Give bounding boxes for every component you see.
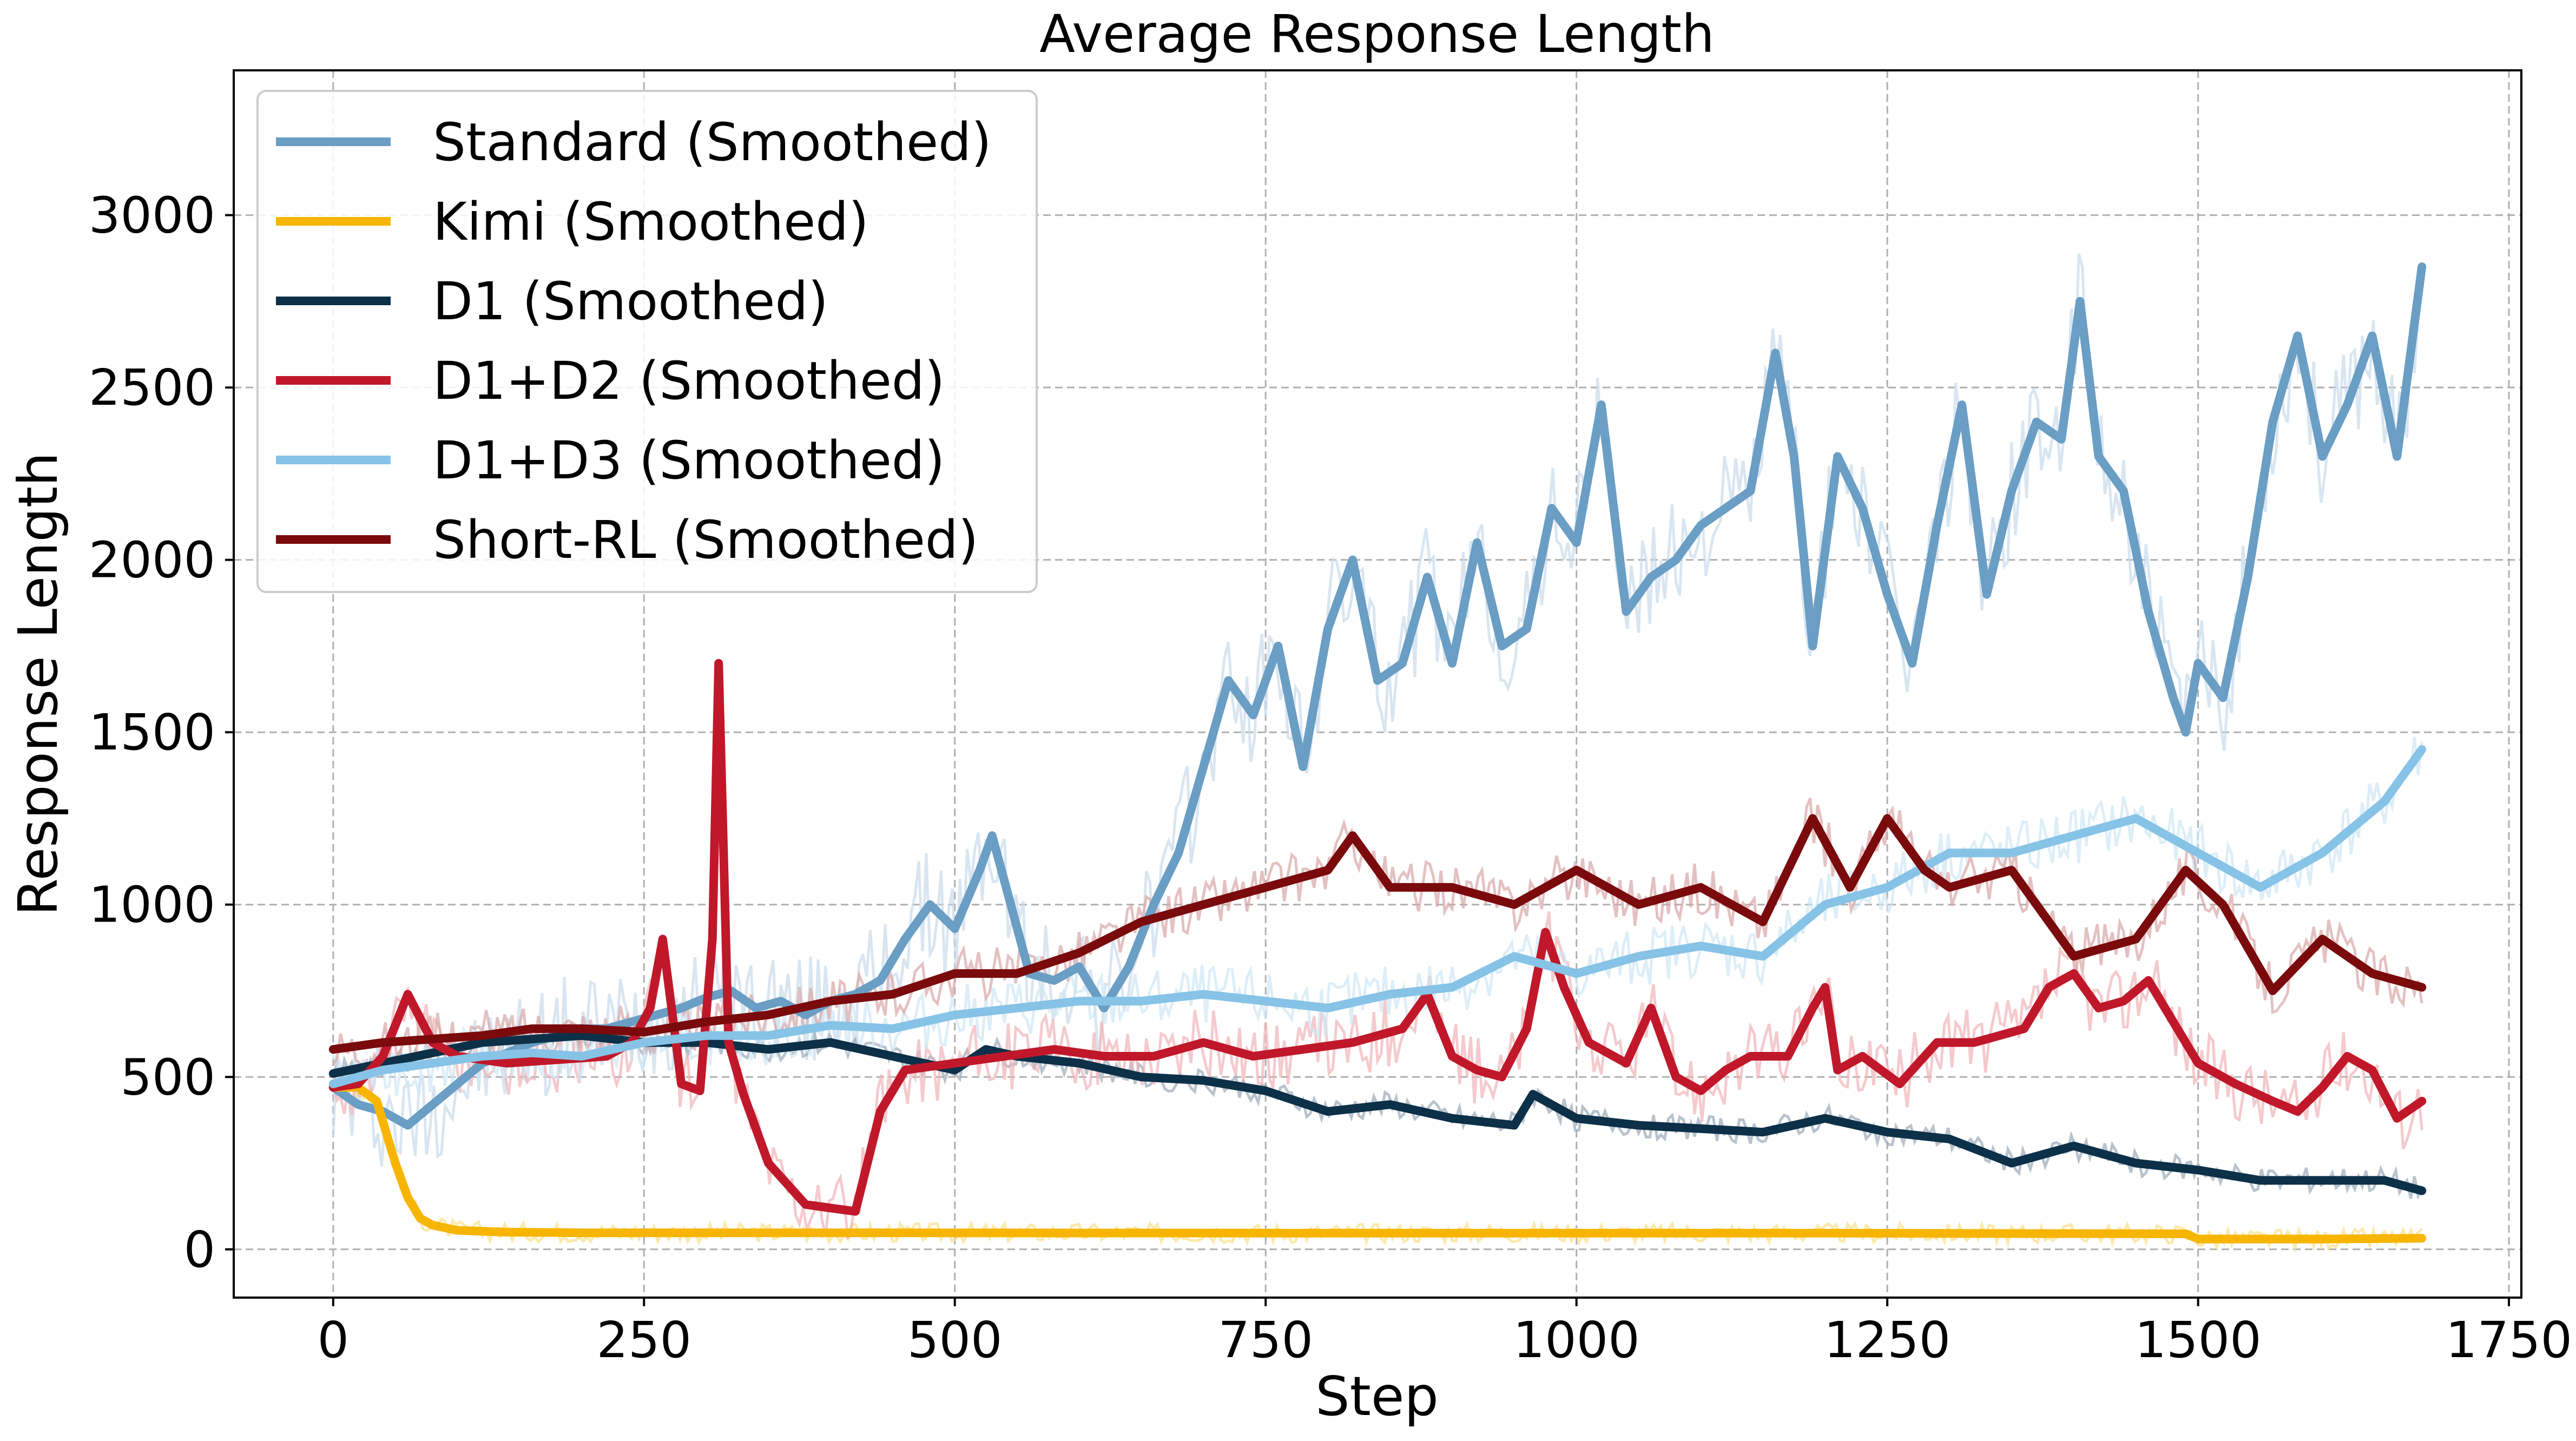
smoothed-series-lines xyxy=(328,262,2427,1243)
y-axis-ticks: 0 500 1000 1500 2000 2500 3000 xyxy=(89,187,234,1279)
x-tick-label: 1000 xyxy=(1513,1311,1640,1369)
series-line-kimi-smoothed xyxy=(328,1083,2427,1243)
legend-label-short-rl-smoothed: Short-RL (Smoothed) xyxy=(433,510,978,570)
series-line-d1-d2-smoothed xyxy=(328,659,2427,1216)
legend: Standard (Smoothed) Kimi (Smoothed) D1 (Sm… xyxy=(256,90,1038,593)
y-tick-label: 2000 xyxy=(89,531,215,589)
legend-frame xyxy=(256,90,1038,593)
series-line-standard-smoothed xyxy=(328,262,2427,1130)
legend-label-d1-smoothed: D1 (Smoothed) xyxy=(433,271,828,332)
x-tick-label: 500 xyxy=(907,1311,1003,1369)
x-tick-label: 1500 xyxy=(2134,1311,2261,1369)
legend-label-standard-smoothed: Standard (Smoothed) xyxy=(433,112,992,173)
x-tick-label: 0 xyxy=(318,1311,350,1369)
series-line-d1-d3-smoothed xyxy=(328,745,2427,1088)
plot-area-frame xyxy=(233,69,2522,1299)
y-tick-label: 1500 xyxy=(89,703,215,761)
x-tick-label: 750 xyxy=(1218,1311,1313,1369)
x-tick-label: 250 xyxy=(596,1311,691,1369)
x-tick-label: 1250 xyxy=(1824,1311,1951,1369)
legend-label-d1-d2-smoothed: D1+D2 (Smoothed) xyxy=(433,351,945,411)
y-tick-label: 2500 xyxy=(89,359,215,417)
y-tick-label: 500 xyxy=(120,1048,215,1106)
series-line-short-rl-smoothed xyxy=(328,814,2427,1054)
y-tick-label: 3000 xyxy=(89,187,215,245)
x-axis-ticks: 0 250 500 750 1000 1250 1500 1750 xyxy=(318,1298,2572,1369)
y-tick-label: 0 xyxy=(183,1221,215,1279)
raw-line-d1-d3-smoothed xyxy=(332,736,2423,1100)
chart-title: Average Response Length xyxy=(1039,4,1714,64)
x-axis-label: Step xyxy=(1315,1365,1439,1428)
y-tick-label: 1000 xyxy=(89,876,215,934)
x-tick-label: 1750 xyxy=(2446,1311,2572,1369)
y-axis-label: Response Length xyxy=(6,452,70,916)
legend-label-kimi-smoothed: Kimi (Smoothed) xyxy=(433,192,869,252)
legend-label-d1-d3-smoothed: D1+D3 (Smoothed) xyxy=(433,430,945,491)
